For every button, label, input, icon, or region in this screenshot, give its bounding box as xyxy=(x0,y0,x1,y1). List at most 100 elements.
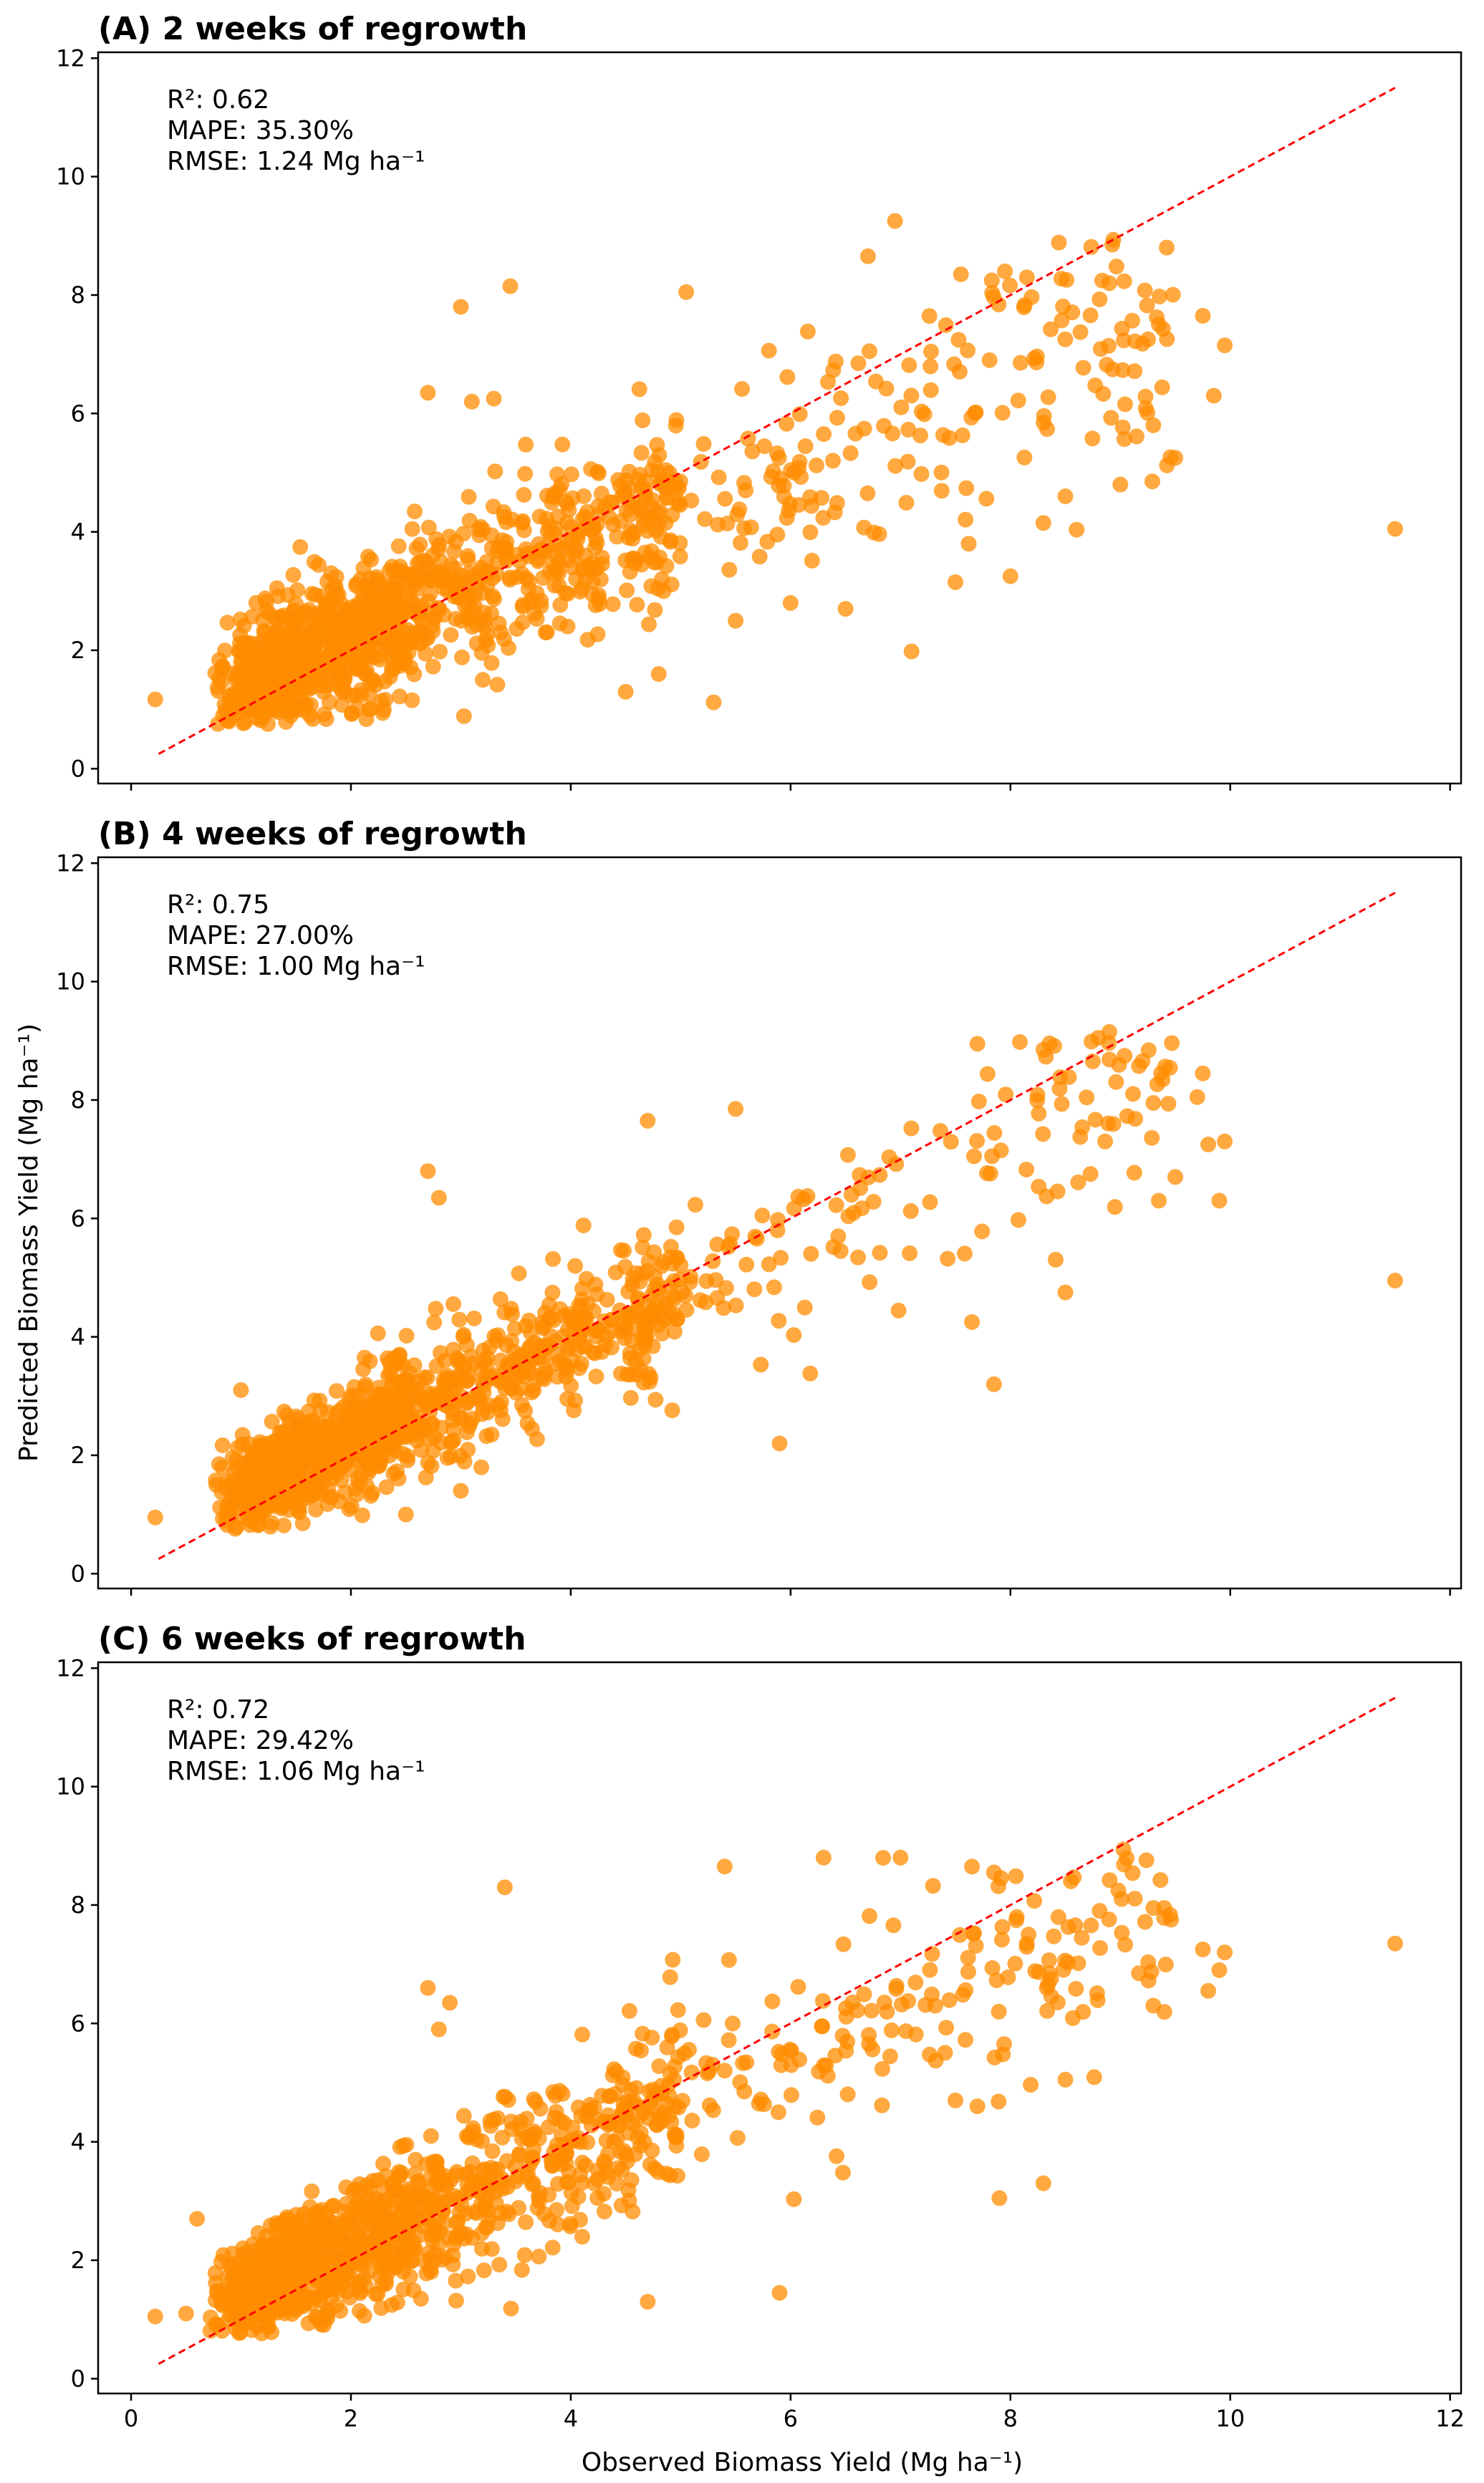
data-point xyxy=(352,682,369,698)
data-point xyxy=(697,511,713,527)
data-point xyxy=(633,445,650,461)
data-point xyxy=(385,2227,401,2243)
data-point xyxy=(621,2125,637,2141)
data-point xyxy=(782,594,799,611)
data-point xyxy=(529,1431,545,1447)
data-point xyxy=(147,2308,163,2325)
data-point xyxy=(303,2252,319,2268)
data-point xyxy=(1057,2071,1074,2088)
y-tick-label: 6 xyxy=(71,2010,85,2037)
data-point xyxy=(412,536,428,553)
data-point xyxy=(579,632,596,648)
data-point xyxy=(668,1219,685,1235)
data-point xyxy=(378,1479,395,1495)
data-point xyxy=(1035,1041,1051,1058)
data-point xyxy=(790,1979,806,1995)
data-point xyxy=(616,1243,632,1259)
data-point xyxy=(267,1462,284,1478)
data-point xyxy=(484,2143,501,2159)
data-point xyxy=(640,1112,656,1129)
data-point xyxy=(693,453,709,470)
data-point xyxy=(887,458,904,474)
data-point xyxy=(544,2152,560,2169)
data-point xyxy=(839,2033,856,2050)
data-point xyxy=(281,2239,298,2256)
data-point xyxy=(459,595,476,611)
data-point xyxy=(1138,1852,1155,1869)
x-tick-label: 4 xyxy=(564,2405,578,2432)
data-point xyxy=(1139,297,1155,314)
data-point xyxy=(279,1407,295,1423)
data-point xyxy=(436,2214,453,2231)
data-point xyxy=(829,2148,844,2164)
data-point xyxy=(214,1460,231,1476)
data-point xyxy=(552,597,569,613)
data-point xyxy=(504,2121,521,2137)
data-point xyxy=(1114,1924,1130,1941)
data-point xyxy=(287,1431,304,1447)
data-point xyxy=(367,677,384,693)
reference-line xyxy=(158,892,1396,1560)
data-point xyxy=(561,502,577,519)
data-point xyxy=(736,2083,753,2100)
data-point xyxy=(1145,1900,1162,1917)
data-point xyxy=(1211,1962,1228,1978)
data-point xyxy=(506,1344,522,1360)
data-point xyxy=(320,2282,337,2298)
data-point xyxy=(969,1036,986,1052)
data-point xyxy=(574,2229,590,2245)
data-point xyxy=(545,1250,562,1267)
data-point xyxy=(515,513,531,529)
data-point xyxy=(492,1291,509,1307)
data-point xyxy=(881,1149,897,1165)
data-point xyxy=(922,1194,938,1210)
data-point xyxy=(466,1310,482,1326)
data-point xyxy=(814,1992,831,2009)
data-point xyxy=(642,1316,658,1331)
data-point xyxy=(1083,1917,1099,1934)
y-tick-label: 4 xyxy=(71,519,85,546)
data-point xyxy=(1125,1086,1141,1102)
data-point xyxy=(398,1374,414,1390)
data-point xyxy=(898,495,915,511)
data-point xyxy=(1067,1917,1084,1934)
data-point xyxy=(603,1311,620,1328)
data-point xyxy=(1092,1903,1108,1919)
data-point xyxy=(304,2183,320,2199)
data-point xyxy=(324,1488,340,1505)
y-tick-label: 10 xyxy=(56,1773,85,1800)
data-point xyxy=(740,430,756,447)
y-tick-label: 8 xyxy=(71,1891,85,1919)
data-point xyxy=(553,2126,569,2143)
data-point xyxy=(189,2211,206,2227)
data-point xyxy=(307,2229,324,2246)
data-point xyxy=(649,437,665,453)
y-tick-label: 2 xyxy=(71,2247,85,2274)
data-point xyxy=(551,577,567,594)
data-point xyxy=(1040,1977,1056,1993)
data-point xyxy=(437,2249,453,2265)
data-point xyxy=(907,2026,924,2043)
data-point xyxy=(276,1517,292,1533)
data-point xyxy=(716,1858,733,1875)
data-point xyxy=(355,560,372,577)
data-point xyxy=(856,1986,872,2002)
data-point xyxy=(1116,273,1132,289)
data-point xyxy=(423,572,439,589)
data-point xyxy=(147,691,163,708)
data-point xyxy=(912,428,928,444)
data-point xyxy=(1160,1096,1177,1112)
data-point xyxy=(862,1274,878,1291)
data-point xyxy=(569,2133,585,2149)
data-point xyxy=(554,436,571,453)
data-point xyxy=(466,1389,481,1406)
data-point xyxy=(1117,1937,1133,1953)
data-point xyxy=(1051,1081,1068,1097)
data-point xyxy=(539,624,555,640)
data-point xyxy=(1195,307,1211,324)
data-point xyxy=(862,343,877,360)
data-point xyxy=(483,1427,500,1442)
data-point xyxy=(572,1329,588,1346)
data-point xyxy=(1151,289,1167,304)
